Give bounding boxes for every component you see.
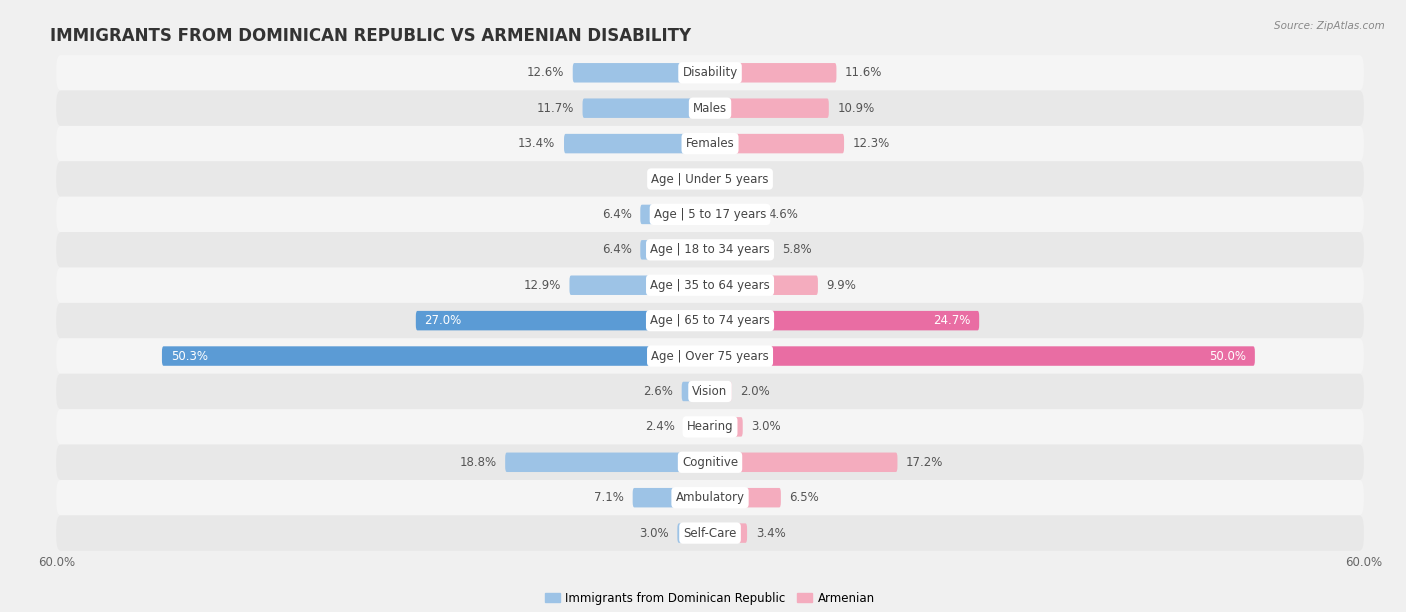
Text: 6.4%: 6.4% <box>602 208 631 221</box>
Text: Males: Males <box>693 102 727 114</box>
Text: 2.0%: 2.0% <box>741 385 770 398</box>
Text: 50.0%: 50.0% <box>1209 349 1246 362</box>
FancyBboxPatch shape <box>56 409 1364 444</box>
FancyBboxPatch shape <box>582 99 710 118</box>
Text: Self-Care: Self-Care <box>683 526 737 540</box>
Text: 12.6%: 12.6% <box>527 66 564 80</box>
FancyBboxPatch shape <box>56 303 1364 338</box>
Text: 9.9%: 9.9% <box>827 278 856 292</box>
FancyBboxPatch shape <box>416 311 710 330</box>
FancyBboxPatch shape <box>697 170 710 188</box>
FancyBboxPatch shape <box>56 232 1364 267</box>
FancyBboxPatch shape <box>710 382 731 401</box>
Text: 18.8%: 18.8% <box>460 456 496 469</box>
FancyBboxPatch shape <box>710 523 747 543</box>
FancyBboxPatch shape <box>710 99 828 118</box>
Text: Age | 5 to 17 years: Age | 5 to 17 years <box>654 208 766 221</box>
FancyBboxPatch shape <box>569 275 710 295</box>
FancyBboxPatch shape <box>640 240 710 259</box>
FancyBboxPatch shape <box>56 444 1364 480</box>
FancyBboxPatch shape <box>56 480 1364 515</box>
FancyBboxPatch shape <box>56 55 1364 91</box>
Text: 2.4%: 2.4% <box>645 420 675 433</box>
Text: Ambulatory: Ambulatory <box>675 491 745 504</box>
Text: 3.0%: 3.0% <box>751 420 782 433</box>
FancyBboxPatch shape <box>710 240 773 259</box>
FancyBboxPatch shape <box>162 346 710 366</box>
Text: Age | Over 75 years: Age | Over 75 years <box>651 349 769 362</box>
Text: 12.3%: 12.3% <box>853 137 890 150</box>
Text: 7.1%: 7.1% <box>595 491 624 504</box>
Text: Age | Under 5 years: Age | Under 5 years <box>651 173 769 185</box>
Text: 3.0%: 3.0% <box>638 526 669 540</box>
Legend: Immigrants from Dominican Republic, Armenian: Immigrants from Dominican Republic, Arme… <box>541 587 879 610</box>
Text: Hearing: Hearing <box>686 420 734 433</box>
Text: Vision: Vision <box>692 385 728 398</box>
FancyBboxPatch shape <box>56 162 1364 196</box>
Text: Females: Females <box>686 137 734 150</box>
Text: 17.2%: 17.2% <box>905 456 943 469</box>
FancyBboxPatch shape <box>56 91 1364 126</box>
Text: 11.6%: 11.6% <box>845 66 883 80</box>
Text: 6.5%: 6.5% <box>790 491 820 504</box>
FancyBboxPatch shape <box>710 63 837 83</box>
FancyBboxPatch shape <box>710 311 979 330</box>
Text: 1.0%: 1.0% <box>730 173 759 185</box>
Text: Age | 35 to 64 years: Age | 35 to 64 years <box>650 278 770 292</box>
FancyBboxPatch shape <box>710 488 780 507</box>
Text: 10.9%: 10.9% <box>838 102 875 114</box>
Text: IMMIGRANTS FROM DOMINICAN REPUBLIC VS ARMENIAN DISABILITY: IMMIGRANTS FROM DOMINICAN REPUBLIC VS AR… <box>49 27 690 45</box>
Text: Age | 18 to 34 years: Age | 18 to 34 years <box>650 244 770 256</box>
FancyBboxPatch shape <box>710 170 721 188</box>
Text: Source: ZipAtlas.com: Source: ZipAtlas.com <box>1274 21 1385 31</box>
FancyBboxPatch shape <box>564 134 710 154</box>
FancyBboxPatch shape <box>56 267 1364 303</box>
Text: 50.3%: 50.3% <box>170 349 208 362</box>
Text: Disability: Disability <box>682 66 738 80</box>
FancyBboxPatch shape <box>710 346 1256 366</box>
FancyBboxPatch shape <box>56 338 1364 374</box>
FancyBboxPatch shape <box>56 374 1364 409</box>
FancyBboxPatch shape <box>710 204 761 224</box>
Text: 3.4%: 3.4% <box>756 526 786 540</box>
Text: 6.4%: 6.4% <box>602 244 631 256</box>
Text: 27.0%: 27.0% <box>425 314 461 327</box>
FancyBboxPatch shape <box>640 204 710 224</box>
Text: Cognitive: Cognitive <box>682 456 738 469</box>
FancyBboxPatch shape <box>56 126 1364 162</box>
Text: 13.4%: 13.4% <box>517 137 555 150</box>
FancyBboxPatch shape <box>710 134 844 154</box>
FancyBboxPatch shape <box>56 196 1364 232</box>
FancyBboxPatch shape <box>710 417 742 436</box>
Text: 2.6%: 2.6% <box>643 385 673 398</box>
FancyBboxPatch shape <box>572 63 710 83</box>
Text: 1.1%: 1.1% <box>659 173 689 185</box>
Text: 24.7%: 24.7% <box>934 314 970 327</box>
Text: 4.6%: 4.6% <box>769 208 799 221</box>
FancyBboxPatch shape <box>710 275 818 295</box>
Text: 5.8%: 5.8% <box>782 244 811 256</box>
Text: 11.7%: 11.7% <box>537 102 574 114</box>
Text: 12.9%: 12.9% <box>523 278 561 292</box>
FancyBboxPatch shape <box>56 515 1364 551</box>
FancyBboxPatch shape <box>710 452 897 472</box>
FancyBboxPatch shape <box>682 382 710 401</box>
Text: Age | 65 to 74 years: Age | 65 to 74 years <box>650 314 770 327</box>
FancyBboxPatch shape <box>633 488 710 507</box>
FancyBboxPatch shape <box>505 452 710 472</box>
FancyBboxPatch shape <box>678 523 710 543</box>
FancyBboxPatch shape <box>683 417 710 436</box>
